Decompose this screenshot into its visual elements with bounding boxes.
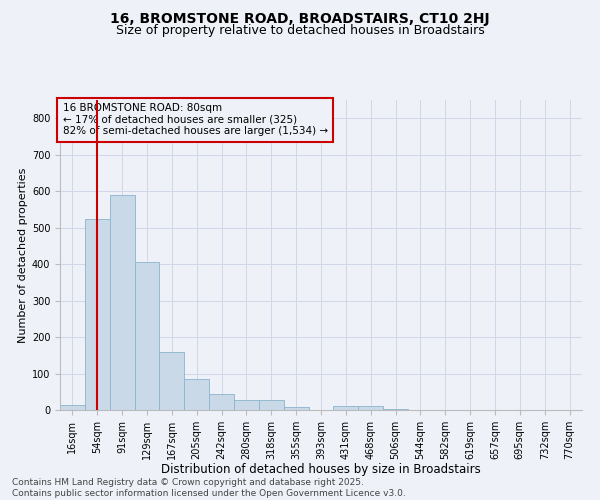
Bar <box>209 394 234 410</box>
Y-axis label: Number of detached properties: Number of detached properties <box>17 168 28 342</box>
Text: Contains HM Land Registry data © Crown copyright and database right 2025.
Contai: Contains HM Land Registry data © Crown c… <box>12 478 406 498</box>
Bar <box>358 406 383 410</box>
Bar <box>60 404 85 410</box>
Bar <box>383 409 408 410</box>
Text: 16 BROMSTONE ROAD: 80sqm
← 17% of detached houses are smaller (325)
82% of semi-: 16 BROMSTONE ROAD: 80sqm ← 17% of detach… <box>62 103 328 136</box>
Bar <box>259 400 284 410</box>
Bar <box>334 406 358 410</box>
X-axis label: Distribution of detached houses by size in Broadstairs: Distribution of detached houses by size … <box>161 464 481 476</box>
Bar <box>284 407 308 410</box>
Bar <box>234 400 259 410</box>
Bar <box>184 379 209 410</box>
Bar <box>110 195 134 410</box>
Text: Size of property relative to detached houses in Broadstairs: Size of property relative to detached ho… <box>116 24 484 37</box>
Bar <box>85 218 110 410</box>
Text: 16, BROMSTONE ROAD, BROADSTAIRS, CT10 2HJ: 16, BROMSTONE ROAD, BROADSTAIRS, CT10 2H… <box>110 12 490 26</box>
Bar <box>134 262 160 410</box>
Bar <box>160 352 184 410</box>
